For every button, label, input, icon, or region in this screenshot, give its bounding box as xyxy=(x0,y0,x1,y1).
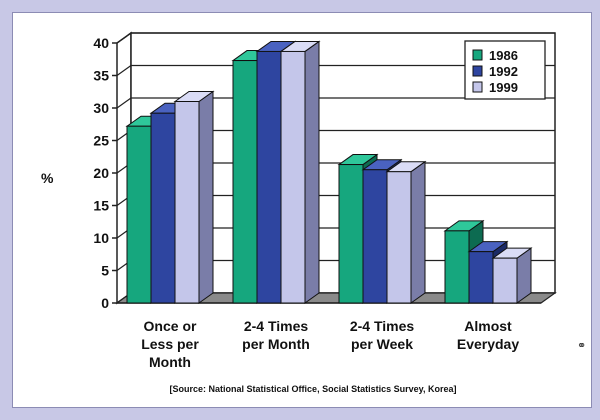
y-tick-label: 40 xyxy=(93,35,109,51)
bar-front xyxy=(444,230,470,304)
bar-1999-cat4 xyxy=(491,247,533,304)
legend-swatch-1986 xyxy=(472,49,483,61)
y-tick-label: 35 xyxy=(93,68,109,84)
bar-1999-cat2 xyxy=(279,40,321,304)
bar-front xyxy=(468,251,494,304)
bar-front xyxy=(362,169,388,304)
small-mark-icon: ⚭ xyxy=(577,340,586,352)
bar-side xyxy=(304,40,320,304)
source-note: [Source: National Statistical Office, So… xyxy=(170,384,457,394)
legend-swatch-1992 xyxy=(472,65,483,77)
legend-swatch-1999 xyxy=(472,81,483,93)
chart-panel: 0 5 10 15 20 25 30 35 40 Once or Less per Month 2-4… xyxy=(12,12,592,408)
y-tick-label: 0 xyxy=(101,295,109,311)
y-tick-label: 20 xyxy=(93,165,109,181)
y-tick-label: 30 xyxy=(93,100,109,116)
grid-line xyxy=(116,64,555,76)
bar-1999-cat1 xyxy=(173,90,215,304)
bar-front xyxy=(150,112,176,304)
category-label-3: 2-4 Times per Week xyxy=(350,318,415,352)
x-axis-categories: Once or Less per Month 2-4 Times per Month 2-… xyxy=(141,318,519,370)
y-tick-label: 10 xyxy=(93,230,109,246)
bar-front xyxy=(174,101,200,304)
legend-label-1986: 1986 xyxy=(489,48,518,63)
bar-front xyxy=(232,60,258,304)
bar-side xyxy=(410,160,426,304)
bar-front xyxy=(256,50,282,304)
category-label-1: Once or Less per Month xyxy=(141,318,199,370)
y-tick-label: 15 xyxy=(93,198,109,214)
bar-chart: 0 5 10 15 20 25 30 35 40 Once or Less per Month 2-4… xyxy=(41,31,586,394)
bar-front xyxy=(126,125,152,304)
bar-1999-cat3 xyxy=(385,160,427,304)
y-axis-label: % xyxy=(41,170,54,186)
bar-side xyxy=(198,90,214,304)
grid-line xyxy=(116,97,555,109)
category-label-4: Almost Everyday xyxy=(457,318,519,352)
bar-front xyxy=(280,50,306,304)
bar-front xyxy=(492,257,518,304)
grid-line xyxy=(116,32,555,44)
bar-front xyxy=(338,164,364,304)
legend-label-1992: 1992 xyxy=(489,64,518,79)
y-tick-label: 25 xyxy=(93,133,109,149)
legend-label-1999: 1999 xyxy=(489,80,518,95)
bar-front xyxy=(386,171,412,304)
y-axis-ticks: 0 5 10 15 20 25 30 35 40 xyxy=(93,35,117,311)
y-tick-label: 5 xyxy=(101,263,109,279)
page-frame: 0 5 10 15 20 25 30 35 40 Once or Less per Month 2-4… xyxy=(4,4,596,416)
category-label-2: 2-4 Times per Month xyxy=(242,318,310,352)
bars xyxy=(125,40,533,304)
